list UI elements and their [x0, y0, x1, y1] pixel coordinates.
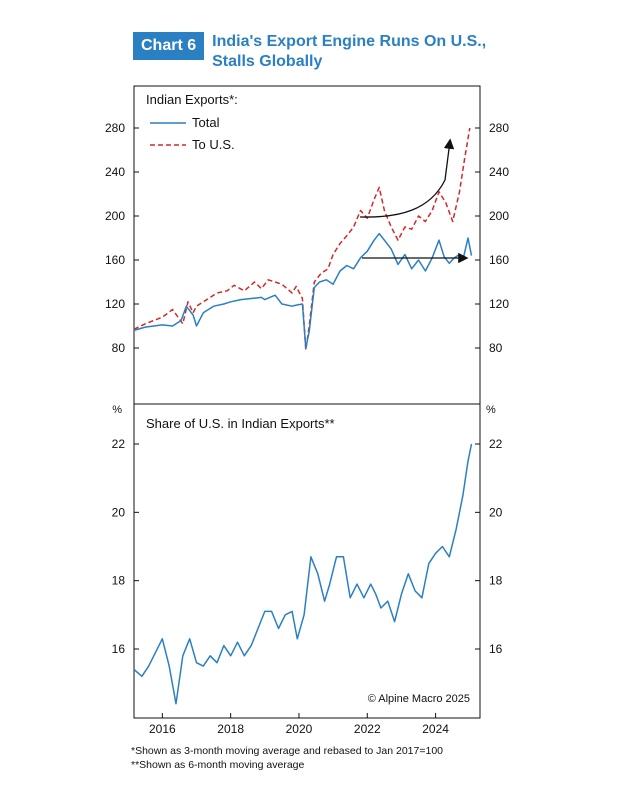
bottom-right-tick-label: 22 — [489, 437, 503, 451]
x-tick-label: 2020 — [286, 722, 313, 736]
chart-title-line1: India's Export Engine Runs On U.S., — [212, 33, 487, 50]
bottom-left-tick-label: 20 — [112, 505, 126, 519]
chart-number-badge: Chart 6 — [133, 32, 205, 60]
top-right-tick-label: 120 — [489, 297, 509, 311]
bottom-right-tick-label: 18 — [489, 574, 503, 588]
copyright-label: © Alpine Macro 2025 — [368, 693, 470, 705]
top-right-tick-label: 280 — [489, 121, 509, 135]
top-left-tick-label: 120 — [105, 297, 125, 311]
x-tick-label: 2022 — [354, 722, 381, 736]
right-unit-label: % — [486, 404, 496, 416]
top-right-tick-label: 80 — [489, 341, 503, 355]
footnotes: *Shown as 3-month moving average and reb… — [131, 744, 443, 772]
top-left-tick-label: 240 — [105, 165, 125, 179]
bottom-left-tick-label: 16 — [112, 642, 126, 656]
left-unit-label: % — [112, 404, 122, 416]
chart-header: Chart 6 India's Export Engine Runs On U.… — [133, 32, 512, 76]
rising-arrow-annotation — [359, 138, 455, 218]
x-tick-label: 2024 — [422, 722, 449, 736]
x-tick-label: 2018 — [217, 722, 244, 736]
series-line-total — [133, 232, 473, 349]
bottom-panel-title: Share of U.S. in Indian Exports** — [146, 416, 335, 431]
top-right-tick-label: 240 — [489, 165, 509, 179]
plot-border — [133, 85, 481, 719]
bottom-right-tick-label: 16 — [489, 642, 503, 656]
top-panel-title: Indian Exports*: — [146, 92, 238, 107]
x-tick-label: 2016 — [149, 722, 176, 736]
top-left-tick-label: 280 — [105, 121, 125, 135]
chart-frame — [133, 85, 481, 719]
footnote-1: *Shown as 3-month moving average and reb… — [131, 745, 444, 757]
top-left-tick-label: 80 — [112, 341, 126, 355]
top-right-tick-label: 200 — [489, 209, 509, 223]
legend-total-label: Total — [192, 115, 220, 130]
series-line-to-us — [133, 127, 471, 351]
series-line-us-share — [133, 443, 473, 705]
bottom-left-tick-label: 22 — [112, 437, 126, 451]
top-right-tick-label: 160 — [489, 253, 509, 267]
chart-title-line2: Stalls Globally — [212, 53, 323, 70]
legend-us-label: To U.S. — [192, 137, 235, 152]
bottom-left-tick-label: 18 — [112, 574, 126, 588]
top-left-tick-label: 200 — [105, 209, 125, 223]
footnote-2: **Shown as 6-month moving average — [131, 759, 305, 771]
chart-title: India's Export Engine Runs On U.S., Stal… — [212, 32, 512, 72]
top-left-tick-label: 160 — [105, 253, 125, 267]
bottom-right-tick-label: 20 — [489, 505, 503, 519]
